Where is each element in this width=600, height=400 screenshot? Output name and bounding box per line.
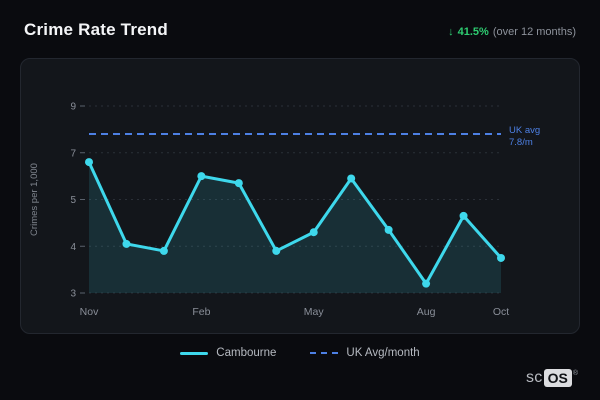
- x-axis-labels: Nov Feb May Aug Oct: [80, 306, 510, 318]
- y-axis-title: Crimes per 1,000: [29, 163, 40, 236]
- svg-text:Oct: Oct: [493, 306, 509, 318]
- gridlines: [89, 105, 501, 294]
- svg-text:5: 5: [70, 195, 76, 206]
- data-point: [234, 179, 243, 188]
- brand-box: OS: [543, 369, 572, 387]
- trend-down-arrow-icon: ↓: [448, 26, 454, 38]
- y-axis-labels: 9 7 5 4 3: [70, 102, 85, 300]
- data-point: [459, 211, 468, 220]
- legend-item-uk-avg[interactable]: UK Avg/month: [310, 347, 420, 359]
- area-fill: [89, 162, 501, 293]
- data-point: [159, 246, 168, 255]
- svg-text:3: 3: [70, 289, 76, 300]
- reference-label: UK avg: [509, 125, 540, 136]
- registered-mark-icon: ®: [572, 370, 578, 377]
- solid-line-swatch-icon: [180, 351, 209, 355]
- series-line: [87, 160, 503, 286]
- data-point: [197, 172, 206, 181]
- svg-text:May: May: [304, 306, 325, 318]
- legend-label-cambourne: Cambourne: [216, 347, 277, 359]
- brand-logo: sc OS ®: [526, 369, 578, 387]
- data-point: [422, 279, 431, 288]
- data-point: [85, 158, 93, 167]
- svg-text:Aug: Aug: [417, 306, 436, 318]
- data-point: [122, 239, 131, 248]
- data-point: [347, 174, 356, 183]
- svg-text:Nov: Nov: [80, 306, 99, 318]
- trend-caption: (over 12 months): [492, 26, 576, 38]
- svg-text:9: 9: [70, 102, 76, 113]
- page-title: Crime Rate Trend: [24, 20, 168, 39]
- brand-prefix: sc: [525, 369, 543, 386]
- svg-text:7: 7: [70, 148, 76, 159]
- data-point: [384, 225, 393, 234]
- trend-stat: ↓ 41.5% (over 12 months): [448, 26, 576, 38]
- legend-label-uk-avg: UK Avg/month: [346, 347, 420, 359]
- data-point: [309, 228, 318, 237]
- trend-value: 41.5%: [457, 26, 489, 38]
- svg-text:7.8/m: 7.8/m: [509, 137, 533, 148]
- data-point: [272, 246, 281, 255]
- dashed-line-swatch-icon: [310, 352, 339, 354]
- legend-item-cambourne[interactable]: Cambourne: [180, 347, 276, 359]
- chart-card: 9 7 5 4 3 Crimes per 1,000 UK avg 7.8/m Nov Feb Ma…: [20, 58, 580, 334]
- header: Crime Rate Trend ↓ 41.5% (over 12 months…: [24, 20, 576, 40]
- data-point: [497, 253, 505, 262]
- svg-text:Feb: Feb: [192, 306, 210, 318]
- data-points: [85, 158, 505, 288]
- chart-legend: Cambourne UK Avg/month: [0, 347, 600, 359]
- svg-text:4: 4: [70, 242, 76, 253]
